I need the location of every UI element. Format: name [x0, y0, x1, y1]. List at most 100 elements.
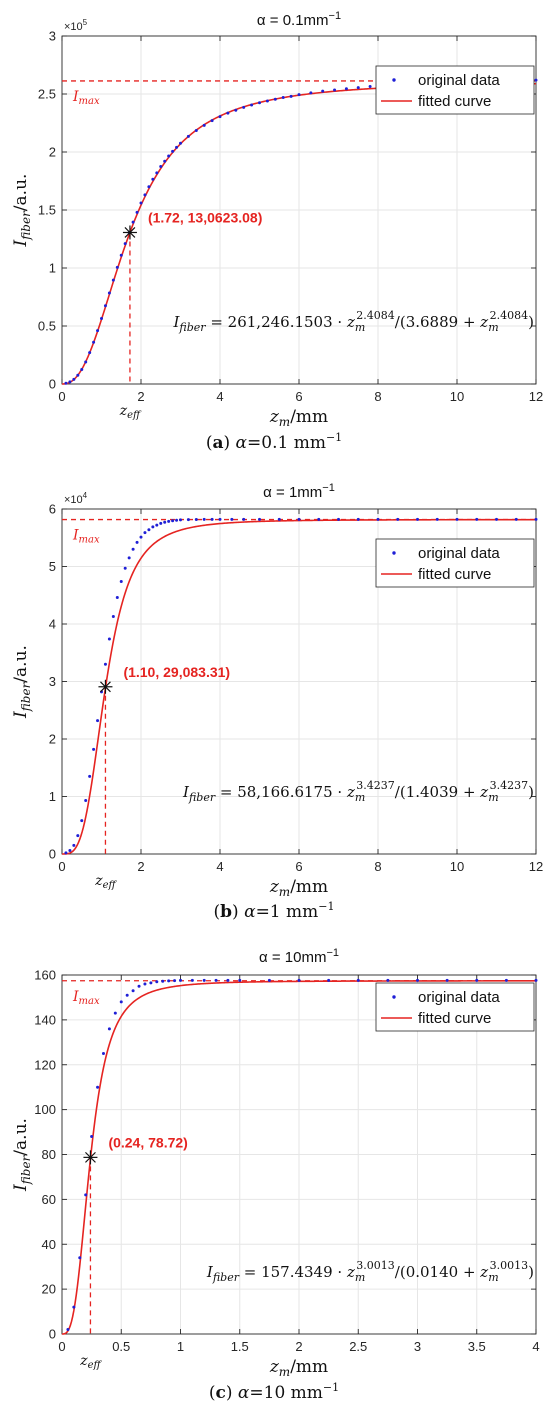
x-axis-label: zm/mm [269, 1357, 328, 1379]
y-axis-label-main: I [11, 239, 31, 247]
x-axis-label: zm/mm [269, 877, 328, 899]
y-tick-label: 5 [49, 559, 56, 574]
legend-marker-data [392, 551, 396, 555]
data-point [475, 978, 479, 982]
zeff-label-main: z [79, 1353, 88, 1369]
chart-title-text: α = 10mm [259, 949, 326, 966]
y-tick-label: 100 [34, 1102, 56, 1117]
data-point [115, 596, 119, 600]
data-point [96, 1085, 100, 1089]
y-axis-label-unit: /a.u. [11, 174, 31, 212]
data-point [155, 523, 159, 527]
chart-title-text: α = 0.1mm [257, 12, 329, 29]
data-point [143, 531, 147, 535]
y-tick-label: 0 [49, 847, 56, 862]
caption-open: ( [209, 1383, 216, 1403]
y-tick-label: 140 [34, 1012, 56, 1027]
x-axis-label-unit: /mm [290, 877, 328, 897]
caption-greek: α [244, 902, 256, 922]
chart-title: α = 1mm−1 [263, 482, 335, 501]
eq-lhs-sub: fiber [178, 321, 206, 334]
star-stroke [100, 681, 111, 693]
legend-label-fit: fitted curve [418, 566, 491, 583]
x-axis-label-sub: m [279, 885, 290, 899]
eq-base-2: z [479, 1263, 488, 1281]
data-point [72, 377, 76, 381]
data-point [159, 165, 163, 168]
data-point [230, 517, 234, 521]
star-stroke [124, 227, 136, 238]
data-point [327, 978, 331, 982]
data-point [333, 88, 337, 92]
eq-base: z [346, 783, 355, 801]
data-point [167, 979, 171, 983]
data-point [131, 989, 135, 993]
y-tick-label: 3 [49, 674, 56, 689]
y-exponent-base: ×10 [64, 494, 83, 506]
x-tick-label: 2 [137, 859, 144, 874]
legend-label-data: original data [418, 989, 500, 1006]
data-point [210, 119, 214, 123]
data-point [123, 566, 127, 570]
data-point [277, 517, 281, 521]
data-point [111, 615, 115, 619]
fit-equation: Ifiber = 157.4349 · zm3.0013/(0.0140 + z… [206, 1259, 534, 1284]
y-tick-label: 0 [49, 1327, 56, 1342]
y-tick-label: 6 [49, 502, 56, 517]
data-point [84, 360, 88, 364]
data-point [321, 89, 325, 93]
eq-power: 3.4237 [356, 779, 395, 792]
star-stroke [85, 1151, 96, 1163]
data-point [80, 368, 84, 371]
data-point [309, 91, 313, 95]
data-point [238, 978, 242, 982]
data-point [96, 719, 100, 723]
data-point [100, 316, 103, 320]
legend-box [375, 65, 535, 115]
eq-lhs-main: I [182, 783, 190, 801]
grid [62, 975, 536, 1334]
zeff-label-main: z [94, 873, 103, 889]
fit-equation: Ifiber = 261,246.1503 · zm2.4084/(3.6889… [172, 309, 534, 334]
data-point [80, 819, 84, 823]
y-axis-label-sub: fiber [19, 210, 33, 241]
y-exponent-base: ×10 [64, 21, 83, 33]
zeff-label-sub: eff [88, 1360, 103, 1371]
legend-label-data: original data [418, 72, 500, 89]
legend: original data fitted curve [375, 65, 535, 115]
eq-mid: /(1.4039 + [395, 783, 481, 801]
y-tick-label: 0 [49, 377, 56, 392]
data-point [234, 108, 238, 112]
data-point [386, 978, 390, 982]
data-point [115, 265, 119, 269]
zeff-label-main: z [119, 403, 128, 419]
y-tick-label: 4 [49, 617, 56, 632]
marked-point-star [98, 679, 113, 694]
imax-label-main: I [72, 989, 79, 1005]
data-point [265, 99, 269, 103]
x-axis-label-unit: /mm [290, 407, 328, 427]
data-point [356, 517, 360, 521]
data-point [101, 1052, 105, 1056]
data-point [202, 978, 206, 982]
x-tick-label: 2 [295, 1339, 302, 1354]
x-tick-label: 1.5 [231, 1339, 249, 1354]
data-point [127, 556, 131, 560]
x-tick-label: 6 [295, 389, 302, 404]
data-point [107, 1027, 111, 1031]
data-point [96, 329, 100, 333]
y-axis-label: Ifiber/a.u. [11, 645, 33, 719]
chart-title-sup: −1 [329, 10, 342, 22]
data-point [147, 185, 151, 189]
x-tick-label: 8 [374, 859, 381, 874]
y-tick-label: 1 [49, 789, 56, 804]
legend-label-data: original data [418, 545, 500, 562]
marked-point-star [83, 1150, 98, 1165]
data-point [171, 149, 175, 153]
y-axis-label-sub: fiber [19, 681, 33, 712]
y-axis-label-main: I [11, 1184, 31, 1192]
imax-label-sub: max [79, 535, 100, 546]
imax-label-sub: max [79, 96, 100, 107]
x-tick-label: 10 [450, 859, 464, 874]
